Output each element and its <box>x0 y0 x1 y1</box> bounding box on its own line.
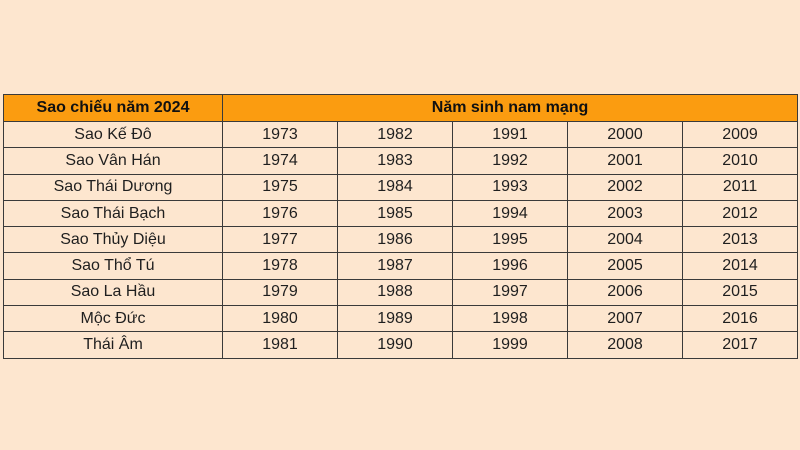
year-cell: 1975 <box>222 173 338 201</box>
star-name-cell: Sao Thái Dương <box>3 173 223 201</box>
year-cell: 2002 <box>567 173 683 201</box>
year-cell: 1980 <box>222 305 338 333</box>
year-cell: 2015 <box>681 278 799 307</box>
year-cell: 2001 <box>567 147 683 175</box>
year-cell: 2007 <box>567 305 683 333</box>
table-row: Sao Kế Đô 1973 1982 1991 2000 2009 <box>3 120 799 149</box>
year-cell: 2004 <box>567 226 683 254</box>
star-name-cell: Sao Thái Bạch <box>3 199 223 228</box>
year-cell: 2012 <box>681 199 799 228</box>
year-cell: 1982 <box>337 120 453 149</box>
year-cell: 1991 <box>452 120 568 149</box>
year-cell: 1981 <box>222 331 338 359</box>
table-row: Sao Thủy Diệu 1977 1986 1995 2004 2013 <box>3 226 799 254</box>
year-cell: 1986 <box>337 226 453 254</box>
table-row: Thái Âm 1981 1990 1999 2008 2017 <box>3 331 799 359</box>
year-cell: 1994 <box>452 199 568 228</box>
year-cell: 1995 <box>452 226 568 254</box>
star-name-cell: Thái Âm <box>3 331 223 359</box>
year-cell: 2006 <box>567 278 683 307</box>
year-cell: 1989 <box>337 305 453 333</box>
year-cell: 1998 <box>452 305 568 333</box>
table-row: Sao Thái Dương 1975 1984 1993 2002 2011 <box>3 173 799 201</box>
year-cell: 2011 <box>681 173 799 201</box>
year-cell: 1984 <box>337 173 453 201</box>
table-row: Sao Thái Bạch 1976 1985 1994 2003 2012 <box>3 199 799 228</box>
star-name-cell: Sao Vân Hán <box>3 147 223 175</box>
year-cell: 2013 <box>681 226 799 254</box>
year-cell: 2017 <box>681 331 799 359</box>
star-name-cell: Sao Kế Đô <box>3 120 223 149</box>
year-cell: 1993 <box>452 173 568 201</box>
year-cell: 1988 <box>337 278 453 307</box>
year-cell: 1987 <box>337 252 453 280</box>
year-cell: 1979 <box>222 278 338 307</box>
year-cell: 2005 <box>567 252 683 280</box>
year-cell: 2016 <box>681 305 799 333</box>
year-cell: 1974 <box>222 147 338 175</box>
star-year-table-container: Sao chiếu năm 2024 Năm sinh nam mạng Sao… <box>3 94 799 359</box>
star-name-cell: Sao La Hầu <box>3 278 223 307</box>
table-header-row: Sao chiếu năm 2024 Năm sinh nam mạng <box>3 94 799 122</box>
year-cell: 1999 <box>452 331 568 359</box>
star-name-cell: Mộc Đức <box>3 305 223 333</box>
table-row: Sao Vân Hán 1974 1983 1992 2001 2010 <box>3 147 799 175</box>
year-cell: 1973 <box>222 120 338 149</box>
header-years-column: Năm sinh nam mạng <box>221 94 799 122</box>
star-name-cell: Sao Thủy Diệu <box>3 226 223 254</box>
year-cell: 1983 <box>337 147 453 175</box>
year-cell: 1985 <box>337 199 453 228</box>
year-cell: 2014 <box>681 252 799 280</box>
year-cell: 2008 <box>567 331 683 359</box>
year-cell: 1977 <box>222 226 338 254</box>
year-cell: 2010 <box>681 147 799 175</box>
star-name-cell: Sao Thổ Tú <box>3 252 223 280</box>
header-star-column: Sao chiếu năm 2024 <box>3 94 223 122</box>
year-cell: 2000 <box>567 120 683 149</box>
year-cell: 1992 <box>452 147 568 175</box>
year-cell: 1978 <box>222 252 338 280</box>
year-cell: 1997 <box>452 278 568 307</box>
year-cell: 2003 <box>567 199 683 228</box>
table-row: Mộc Đức 1980 1989 1998 2007 2016 <box>3 305 799 333</box>
year-cell: 1990 <box>337 331 453 359</box>
year-cell: 1976 <box>222 199 338 228</box>
year-cell: 1996 <box>452 252 568 280</box>
table-row: Sao La Hầu 1979 1988 1997 2006 2015 <box>3 278 799 307</box>
year-cell: 2009 <box>681 120 799 149</box>
table-row: Sao Thổ Tú 1978 1987 1996 2005 2014 <box>3 252 799 280</box>
star-year-table: Sao chiếu năm 2024 Năm sinh nam mạng Sao… <box>3 94 799 359</box>
